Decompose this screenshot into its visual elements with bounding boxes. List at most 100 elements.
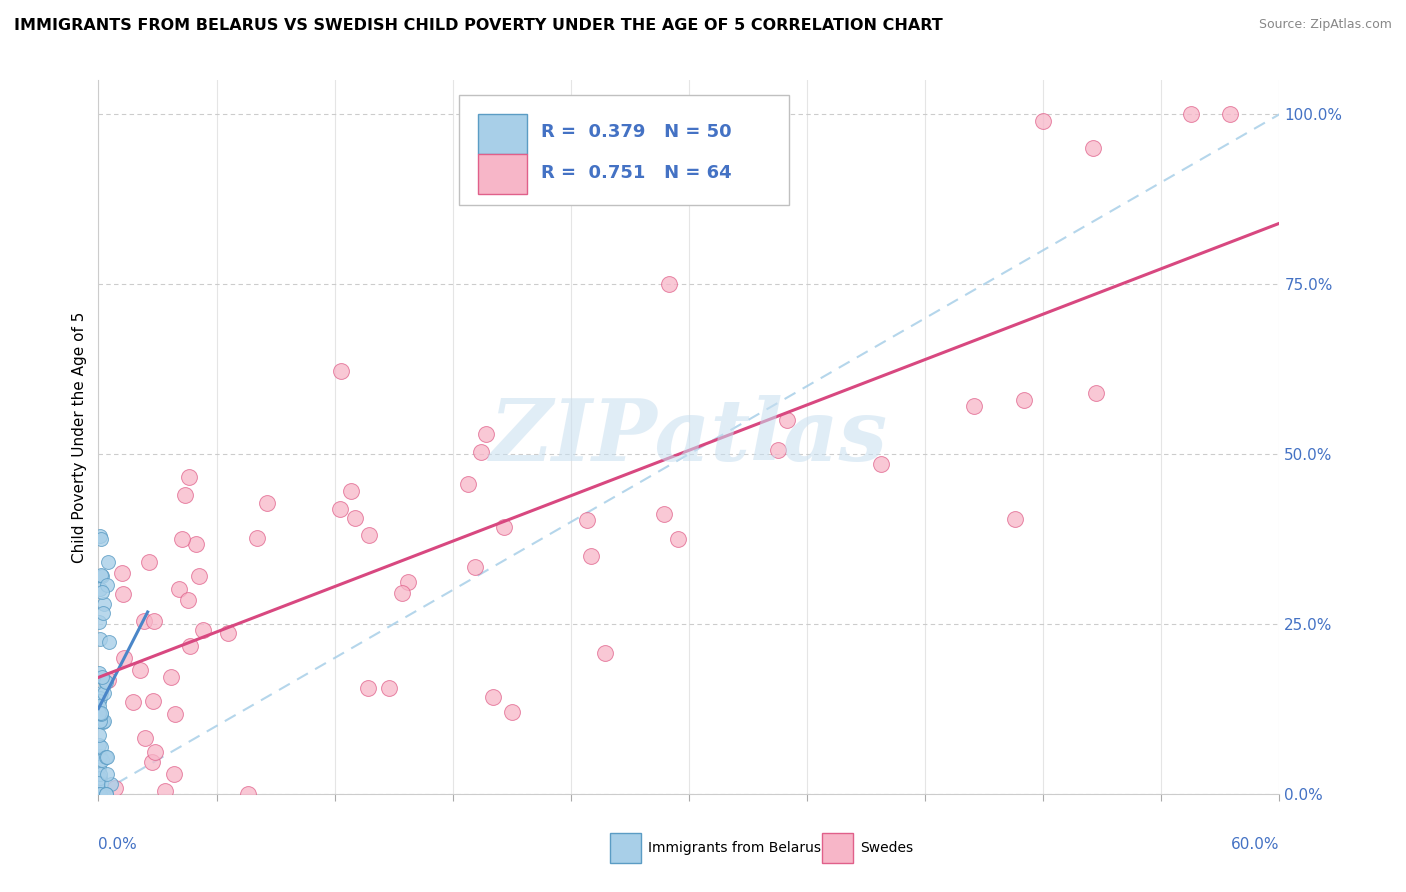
Point — [1084, 386, 1107, 401]
Point — [457, 477, 479, 491]
Point — [359, 528, 381, 542]
Point — [143, 614, 166, 628]
Point — [87, 787, 110, 801]
FancyBboxPatch shape — [610, 833, 641, 863]
Point — [91, 753, 114, 767]
Point — [236, 787, 259, 801]
Point — [652, 507, 675, 521]
Point — [89, 749, 111, 764]
Point — [94, 787, 117, 801]
Point — [492, 519, 515, 533]
Point — [87, 728, 110, 742]
Point — [138, 555, 160, 569]
Point — [177, 593, 200, 607]
Point — [179, 640, 201, 654]
Point — [122, 695, 145, 709]
Point — [482, 690, 505, 704]
Point — [112, 651, 135, 665]
Point — [93, 686, 115, 700]
Point — [167, 582, 190, 596]
Point — [579, 549, 602, 564]
Point — [90, 706, 112, 721]
Point — [143, 745, 166, 759]
Text: 60.0%: 60.0% — [1232, 837, 1279, 852]
Point — [134, 731, 156, 746]
Point — [89, 787, 111, 801]
Point — [344, 511, 367, 525]
Point — [89, 766, 111, 780]
Point — [98, 634, 121, 648]
Text: R =  0.379   N = 50: R = 0.379 N = 50 — [541, 123, 733, 141]
Point — [93, 714, 115, 728]
Point — [470, 445, 492, 459]
Point — [666, 533, 689, 547]
Point — [89, 690, 111, 705]
Point — [87, 615, 110, 630]
Point — [104, 781, 127, 796]
Point — [89, 582, 111, 597]
Text: ZIPatlas: ZIPatlas — [489, 395, 889, 479]
FancyBboxPatch shape — [478, 154, 527, 194]
Point — [378, 681, 401, 695]
Point — [963, 399, 986, 413]
Point — [96, 767, 118, 781]
Point — [96, 749, 118, 764]
Point — [89, 771, 111, 785]
Point — [90, 686, 112, 700]
Point — [246, 531, 269, 545]
Point — [391, 586, 413, 600]
Point — [768, 443, 790, 458]
Point — [96, 787, 118, 801]
Point — [593, 646, 616, 660]
Text: Immigrants from Belarus: Immigrants from Belarus — [648, 841, 821, 855]
Point — [89, 632, 111, 647]
Point — [464, 560, 486, 574]
Point — [160, 669, 183, 683]
Point — [1219, 107, 1241, 121]
Point — [329, 502, 352, 516]
Point — [576, 513, 599, 527]
Point — [174, 488, 197, 502]
Point — [1012, 392, 1035, 407]
Point — [94, 674, 117, 689]
FancyBboxPatch shape — [823, 833, 853, 863]
Text: Swedes: Swedes — [860, 841, 914, 855]
Point — [217, 625, 239, 640]
FancyBboxPatch shape — [478, 114, 527, 153]
Point — [128, 663, 150, 677]
Point — [89, 528, 111, 542]
Point — [1032, 114, 1054, 128]
Point — [191, 623, 214, 637]
Point — [142, 694, 165, 708]
Point — [112, 587, 135, 601]
Point — [89, 698, 111, 713]
FancyBboxPatch shape — [458, 95, 789, 205]
Point — [89, 714, 111, 729]
Point — [153, 784, 176, 798]
Point — [89, 711, 111, 725]
Point — [340, 484, 363, 499]
Point — [134, 614, 156, 628]
Point — [357, 681, 380, 696]
Point — [97, 673, 120, 687]
Point — [91, 585, 114, 599]
Point — [177, 470, 200, 484]
Point — [1004, 512, 1026, 526]
Point — [100, 777, 122, 791]
Point — [165, 707, 187, 722]
Point — [91, 569, 114, 583]
Point — [93, 597, 115, 611]
Point — [90, 568, 112, 582]
Text: R =  0.751   N = 64: R = 0.751 N = 64 — [541, 164, 733, 182]
Point — [91, 606, 114, 620]
Point — [90, 670, 112, 684]
Point — [96, 578, 118, 592]
Point — [172, 532, 194, 546]
Point — [97, 556, 120, 570]
Point — [776, 413, 799, 427]
Point — [256, 496, 278, 510]
Point — [87, 776, 110, 790]
Point — [90, 775, 112, 789]
Point — [188, 569, 211, 583]
Point — [184, 537, 207, 551]
